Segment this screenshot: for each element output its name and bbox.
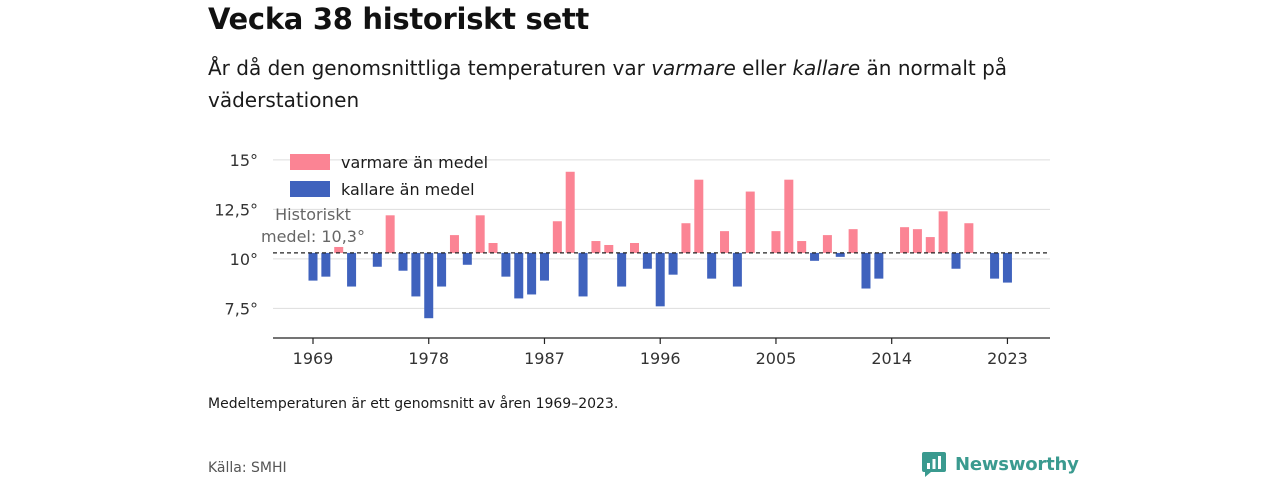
bar bbox=[874, 252, 884, 279]
bar bbox=[720, 231, 730, 253]
chart-subtitle: År då den genomsnittliga temperaturen va… bbox=[208, 52, 1038, 116]
legend-label: varmare än medel bbox=[341, 153, 488, 172]
bar bbox=[385, 215, 395, 253]
bar bbox=[784, 179, 794, 253]
bar bbox=[835, 252, 845, 257]
bar bbox=[424, 252, 434, 319]
chart-note: Medeltemperaturen är ett genomsnitt av å… bbox=[208, 396, 619, 412]
bar bbox=[527, 252, 537, 295]
x-tick-label: 1987 bbox=[524, 349, 565, 368]
bar bbox=[372, 252, 382, 267]
legend-swatch bbox=[290, 181, 330, 197]
bar bbox=[912, 229, 922, 253]
bar bbox=[900, 227, 910, 253]
subtitle-text-1: År då den genomsnittliga temperaturen va… bbox=[208, 56, 652, 80]
x-tick-label: 1978 bbox=[408, 349, 449, 368]
bar bbox=[732, 252, 742, 287]
y-tick-label: 12,5° bbox=[214, 200, 258, 219]
legend-label: kallare än medel bbox=[341, 180, 475, 199]
bar bbox=[514, 252, 524, 299]
bar bbox=[694, 179, 704, 253]
bar bbox=[449, 235, 459, 253]
bar bbox=[591, 241, 601, 253]
bar bbox=[604, 244, 614, 253]
bar bbox=[565, 171, 575, 253]
bar bbox=[578, 252, 588, 297]
bar bbox=[462, 252, 472, 265]
x-tick-label: 1996 bbox=[640, 349, 681, 368]
bar bbox=[334, 246, 344, 253]
bar bbox=[810, 252, 820, 261]
bar bbox=[707, 252, 717, 279]
bar bbox=[475, 215, 485, 253]
subtitle-text-2: eller bbox=[735, 56, 793, 80]
y-tick-label: 15° bbox=[230, 151, 258, 170]
bar bbox=[964, 223, 974, 253]
subtitle-text-3: än normalt på väderstationen bbox=[208, 56, 1008, 112]
bar bbox=[347, 252, 357, 287]
legend-swatch bbox=[290, 154, 330, 170]
brand-logo: Newsworthy bbox=[921, 450, 1079, 478]
bar bbox=[501, 252, 511, 277]
bar bbox=[321, 252, 331, 277]
subtitle-warm-word: varmare bbox=[651, 56, 736, 80]
source-label: Källa: SMHI bbox=[208, 460, 287, 476]
bar bbox=[308, 252, 318, 281]
bar bbox=[681, 223, 691, 253]
x-tick-label: 2014 bbox=[871, 349, 912, 368]
y-tick-label: 7,5° bbox=[225, 299, 258, 318]
bar bbox=[951, 252, 961, 269]
bar bbox=[488, 243, 498, 253]
bar bbox=[848, 229, 858, 253]
bar bbox=[539, 252, 549, 281]
bar bbox=[398, 252, 408, 271]
bar bbox=[745, 191, 755, 253]
subtitle-cold-word: kallare bbox=[792, 56, 861, 80]
x-tick-label: 2005 bbox=[756, 349, 797, 368]
bar bbox=[411, 252, 421, 297]
bar bbox=[630, 243, 639, 253]
bar bbox=[617, 252, 627, 287]
chart-title: Vecka 38 historiskt sett bbox=[208, 2, 589, 36]
bar bbox=[925, 237, 935, 253]
bar bbox=[938, 211, 948, 253]
bar bbox=[1002, 252, 1012, 283]
baseline-label: Historiskt bbox=[275, 205, 351, 224]
x-tick-label: 1969 bbox=[293, 349, 334, 368]
bar bbox=[822, 235, 832, 253]
bar bbox=[642, 252, 652, 269]
bar bbox=[771, 231, 781, 253]
bar bbox=[668, 252, 678, 275]
bar bbox=[797, 241, 807, 253]
bar-chart: 7,5° 10° 12,5° 15° Historiskt medel: 10,3° 196… bbox=[214, 151, 1050, 368]
x-tick-label: 2023 bbox=[987, 349, 1028, 368]
bar bbox=[437, 252, 447, 287]
bar bbox=[990, 252, 1000, 279]
baseline-label: medel: 10,3° bbox=[261, 227, 365, 246]
bar bbox=[861, 252, 871, 289]
newsworthy-logo-icon bbox=[922, 452, 946, 477]
bar bbox=[655, 252, 665, 307]
bar bbox=[552, 221, 562, 253]
brand-name: Newsworthy bbox=[955, 453, 1079, 475]
y-tick-label: 10° bbox=[230, 250, 258, 269]
